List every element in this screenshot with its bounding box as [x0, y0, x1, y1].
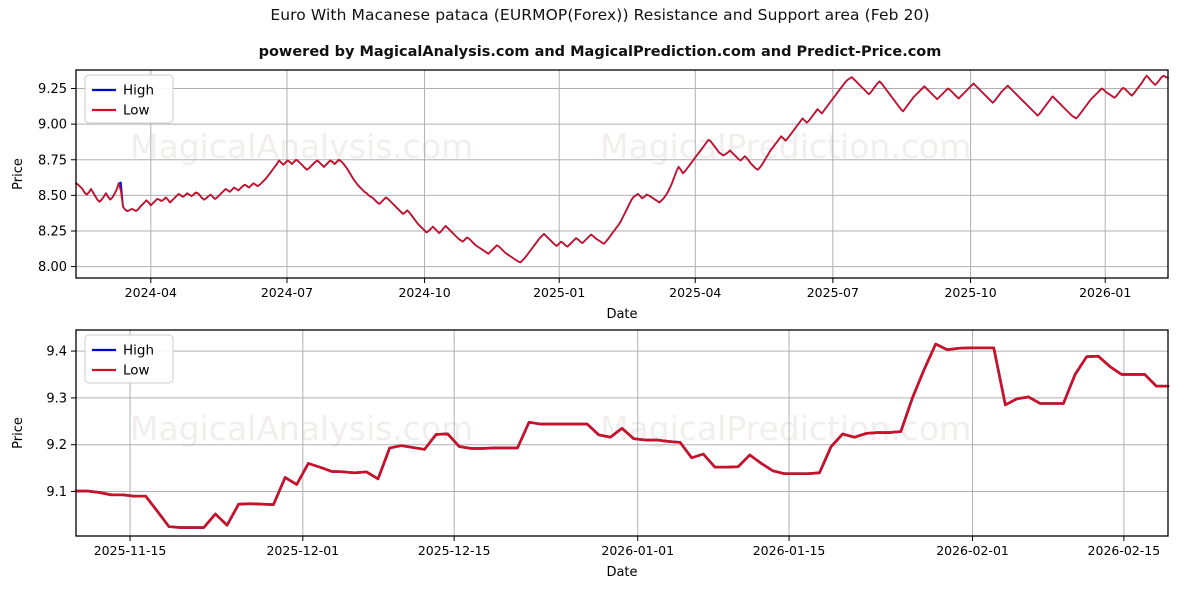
x-tick-label: 2026-01-15 [753, 543, 826, 558]
x-tick-label: 2026-01 [1079, 285, 1131, 300]
y-tick-label: 9.4 [46, 345, 67, 360]
x-tick-label: 2026-01-01 [601, 543, 674, 558]
x-axis-label: Date [606, 565, 637, 580]
plot-frame [75, 69, 1169, 279]
y-tick-label: 8.75 [38, 153, 67, 168]
x-tick-label: 2024-04 [125, 285, 177, 300]
chart-legend[interactable]: High Low [84, 334, 174, 384]
detail-chart: MagicalAnalysis.com MagicalPrediction.com… [0, 322, 1200, 600]
x-tick-label: 2026-02-01 [936, 543, 1009, 558]
series-line-low [75, 74, 1169, 264]
watermark-text: MagicalAnalysis.com [130, 409, 473, 448]
legend-label-high: High [123, 343, 154, 359]
plot-frame [75, 329, 1169, 537]
x-tick-label: 2025-07 [807, 285, 859, 300]
x-tick-label: 2025-12-01 [266, 543, 339, 558]
chart-legend[interactable]: High Low [84, 74, 174, 124]
y-tick-label: 9.00 [38, 118, 67, 133]
y-tick-label: 9.1 [46, 485, 67, 500]
watermark-text: MagicalPrediction.com [600, 409, 971, 448]
y-tick-label: 8.25 [38, 224, 67, 239]
y-tick-label: 9.2 [46, 438, 67, 453]
x-tick-label: 2025-01 [533, 285, 585, 300]
legend-label-high: High [123, 83, 154, 99]
x-tick-label: 2025-04 [669, 285, 721, 300]
x-tick-label: 2025-10 [944, 285, 996, 300]
x-axis-label: Date [606, 307, 637, 320]
x-tick-label: 2025-11-15 [94, 543, 167, 558]
y-tick-label: 9.25 [38, 82, 67, 97]
series-line-low [74, 342, 1170, 529]
x-tick-label: 2024-10 [398, 285, 450, 300]
legend-label-low: Low [123, 363, 150, 379]
legend-label-low: Low [123, 103, 150, 119]
y-tick-label: 9.3 [46, 391, 67, 406]
x-tick-label: 2024-07 [261, 285, 313, 300]
x-tick-label: 2025-12-15 [418, 543, 491, 558]
y-tick-label: 8.00 [38, 260, 67, 275]
overview-chart: MagicalAnalysis.com MagicalPrediction.com… [0, 62, 1200, 320]
y-tick-label: 8.50 [38, 189, 67, 204]
page-subtitle: powered by MagicalAnalysis.com and Magic… [258, 44, 942, 60]
y-axis-label: Price [11, 417, 26, 449]
x-tick-label: 2026-02-15 [1088, 543, 1161, 558]
y-axis-label: Price [11, 158, 26, 190]
page-title: Euro With Macanese pataca (EURMOP(Forex)… [270, 6, 930, 24]
